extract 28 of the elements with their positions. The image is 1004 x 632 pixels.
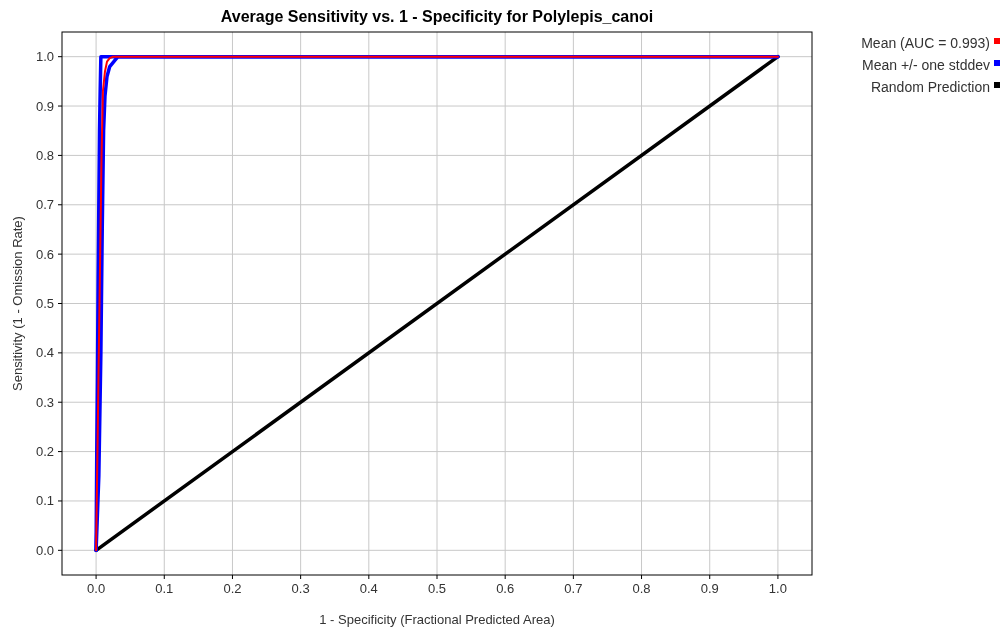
x-tick-label: 0.8 (632, 581, 651, 596)
x-axis-title: 1 - Specificity (Fractional Predicted Area) (319, 612, 555, 627)
legend-label: Mean (AUC = 0.993) (861, 35, 990, 51)
x-tick-label: 1.0 (768, 581, 787, 596)
y-tick-label: 0.0 (35, 542, 54, 558)
y-tick-label: 0.4 (35, 345, 54, 361)
y-tick-label: 1.0 (35, 49, 54, 65)
x-tick-label: 0.4 (359, 581, 378, 596)
x-tick-label: 0.9 (700, 581, 719, 596)
y-tick-label: 0.6 (35, 246, 54, 262)
x-tick-label: 0.0 (87, 581, 106, 596)
y-tick-label: 0.2 (35, 444, 54, 460)
x-tick-label: 0.1 (155, 581, 174, 596)
legend-label: Mean +/- one stddev (861, 57, 990, 73)
x-tick-label: 0.6 (496, 581, 515, 596)
y-tick-label: 0.1 (35, 493, 54, 509)
y-tick-label: 0.5 (35, 296, 54, 311)
x-tick-label: 0.5 (427, 581, 447, 596)
y-tick-label: 0.3 (35, 394, 54, 410)
chart-title: Average Sensitivity vs. 1 - Specificity for Polylepis_canoi (220, 8, 654, 25)
y-tick-label: 0.8 (35, 147, 54, 163)
legend-label: Random Prediction (870, 79, 990, 95)
x-tick-label: 0.7 (564, 581, 583, 596)
x-tick-label: 0.3 (291, 581, 310, 596)
y-tick-label: 0.9 (35, 98, 54, 114)
y-axis-title: Sensitivity (1 - Omission Rate) (10, 216, 25, 391)
x-tick-label: 0.2 (223, 581, 242, 596)
y-tick-label: 0.7 (35, 197, 54, 213)
